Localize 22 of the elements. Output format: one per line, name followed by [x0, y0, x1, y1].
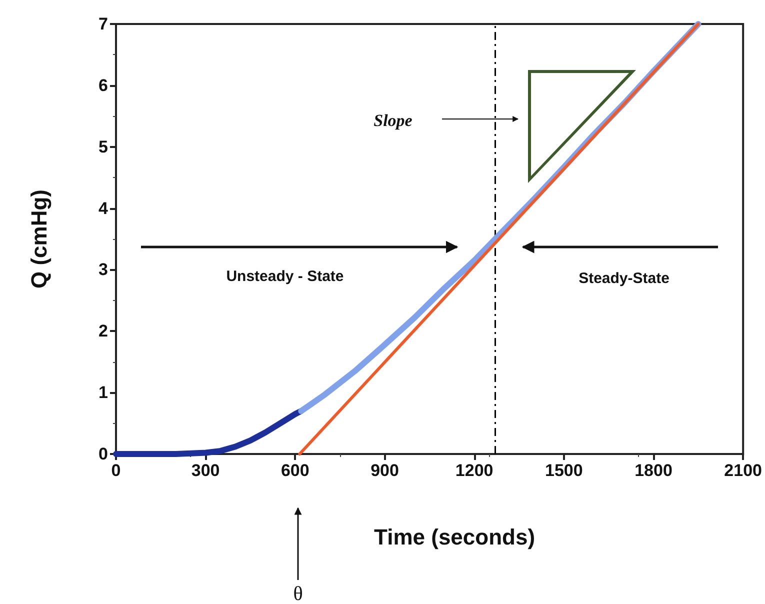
y-tick-label: 5 [98, 137, 108, 156]
x-tick-label: 900 [370, 461, 399, 480]
x-tick-label: 0 [111, 461, 121, 480]
x-tick-label: 1200 [455, 461, 494, 480]
x-tick-label: 1500 [545, 461, 583, 480]
y-tick-label: 1 [98, 383, 108, 402]
x-tick-label: 600 [280, 461, 310, 480]
x-tick-label: 2100 [724, 461, 762, 480]
y-tick-label: 0 [98, 444, 108, 464]
y-tick-label: 4 [98, 198, 109, 218]
x-axis-title: Time (seconds) [374, 524, 536, 550]
x-tick-label: 1800 [634, 461, 672, 480]
annotation: Steady-State [578, 270, 670, 287]
y-tick-label: 2 [98, 322, 108, 341]
x-tick-label: 300 [191, 461, 220, 480]
text: θ [293, 583, 303, 604]
y-tick-label: 7 [98, 14, 108, 34]
annotation: Unsteady - State [226, 268, 344, 285]
y-axis-title: Q (cmHg) [26, 190, 52, 288]
y-tick-label: 3 [98, 260, 108, 280]
annotation: Slope [374, 111, 413, 130]
y-tick-label: 6 [98, 76, 108, 95]
